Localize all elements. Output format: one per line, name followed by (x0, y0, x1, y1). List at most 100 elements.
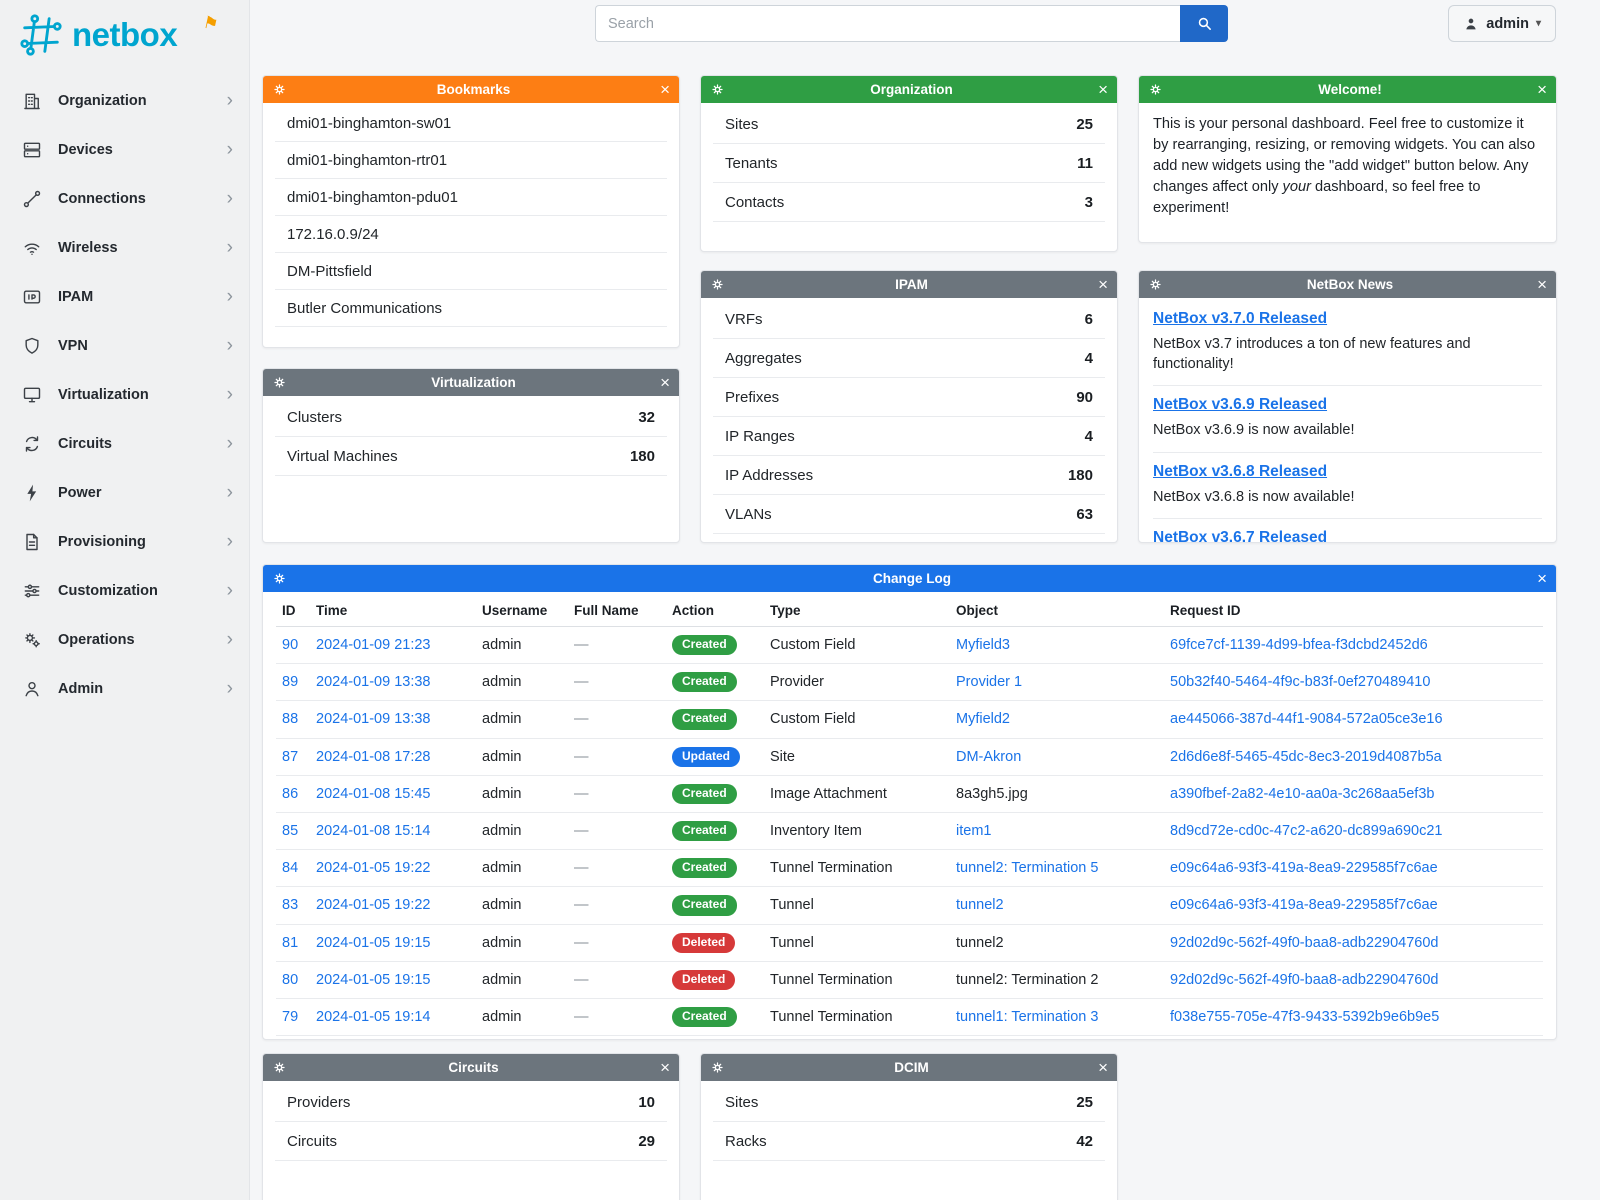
changelog-request-link[interactable]: 92d02d9c-562f-49f0-baa8-adb22904760d (1170, 971, 1439, 988)
sidebar-item-vpn[interactable]: VPN › (0, 321, 249, 370)
changelog-object-link[interactable]: tunnel2: Termination 5 (956, 860, 1099, 877)
bookmark-item[interactable]: Butler Communications (275, 290, 667, 327)
sidebar-item-circuits[interactable]: Circuits › (0, 419, 249, 468)
changelog-request-link[interactable]: 69fce7cf-1139-4d99-bfea-f3dcbd2452d6 (1170, 637, 1428, 654)
close-icon[interactable]: × (1098, 1058, 1108, 1077)
changelog-time-link[interactable]: 2024-01-05 19:15 (316, 971, 431, 988)
changelog-time-link[interactable]: 2024-01-05 19:22 (316, 897, 431, 914)
changelog-id-cell[interactable]: 86 (276, 775, 310, 813)
changelog-object-cell[interactable]: Myfield3 (950, 626, 1164, 665)
sidebar-item-ipam[interactable]: IPAM › (0, 272, 249, 321)
changelog-object-cell[interactable]: tunnel2 (950, 886, 1164, 925)
gear-icon[interactable] (1148, 82, 1163, 97)
changelog-request-cell[interactable]: 92d02d9c-562f-49f0-baa8-adb22904760d (1164, 924, 1543, 962)
close-icon[interactable]: × (1098, 275, 1108, 294)
changelog-object-cell[interactable]: tunnel1: Termination 3 (950, 998, 1164, 1037)
changelog-id-link[interactable]: 86 (282, 785, 299, 802)
changelog-time-cell[interactable]: 2024-01-08 15:14 (310, 812, 476, 851)
close-icon[interactable]: × (660, 1058, 670, 1077)
changelog-request-cell[interactable]: 2d6d6e8f-5465-45dc-8ec3-2019d4087b5a (1164, 738, 1543, 776)
changelog-object-link[interactable]: Myfield2 (956, 711, 1010, 728)
changelog-time-cell[interactable]: 2024-01-08 17:28 (310, 738, 476, 776)
changelog-time-cell[interactable]: 2024-01-05 19:15 (310, 961, 476, 999)
changelog-time-link[interactable]: 2024-01-09 21:23 (316, 637, 431, 654)
bookmark-item[interactable]: dmi01-binghamton-sw01 (275, 105, 667, 142)
changelog-id-cell[interactable]: 79 (276, 998, 310, 1037)
changelog-time-link[interactable]: 2024-01-08 15:45 (316, 785, 431, 802)
sidebar-item-customization[interactable]: Customization › (0, 566, 249, 615)
changelog-object-cell[interactable]: Myfield2 (950, 700, 1164, 739)
changelog-request-cell[interactable]: e09c64a6-93f3-419a-8ea9-229585f7c6ae (1164, 849, 1543, 888)
changelog-time-link[interactable]: 2024-01-09 13:38 (316, 711, 431, 728)
changelog-time-link[interactable]: 2024-01-05 19:14 (316, 1008, 431, 1025)
close-icon[interactable]: × (1537, 80, 1547, 99)
gear-icon[interactable] (272, 571, 287, 586)
changelog-id-cell[interactable]: 81 (276, 924, 310, 962)
close-icon[interactable]: × (1098, 80, 1108, 99)
changelog-object-link[interactable]: tunnel2 (956, 897, 1004, 914)
changelog-id-link[interactable]: 83 (282, 897, 299, 914)
changelog-object-link[interactable]: tunnel1: Termination 3 (956, 1008, 1099, 1025)
sidebar-item-virtualization[interactable]: Virtualization › (0, 370, 249, 419)
changelog-time-link[interactable]: 2024-01-09 13:38 (316, 674, 431, 691)
changelog-time-cell[interactable]: 2024-01-05 19:15 (310, 924, 476, 962)
changelog-id-link[interactable]: 85 (282, 823, 299, 840)
news-headline-link[interactable]: NetBox v3.6.7 Released (1153, 529, 1328, 542)
bookmark-item[interactable]: dmi01-binghamton-rtr01 (275, 142, 667, 179)
changelog-time-link[interactable]: 2024-01-05 19:15 (316, 934, 431, 951)
changelog-id-link[interactable]: 81 (282, 934, 299, 951)
changelog-request-cell[interactable]: 69fce7cf-1139-4d99-bfea-f3dcbd2452d6 (1164, 626, 1543, 665)
bookmark-item[interactable]: DM-Pittsfield (275, 253, 667, 290)
sidebar-item-connections[interactable]: Connections › (0, 174, 249, 223)
sidebar-item-power[interactable]: Power › (0, 468, 249, 517)
changelog-time-cell[interactable]: 2024-01-09 13:38 (310, 663, 476, 702)
changelog-id-link[interactable]: 84 (282, 860, 299, 877)
sidebar-item-provisioning[interactable]: Provisioning › (0, 517, 249, 566)
changelog-request-link[interactable]: 8d9cd72e-cd0c-47c2-a620-dc899a690c21 (1170, 823, 1443, 840)
changelog-request-link[interactable]: f038e755-705e-47f3-9433-5392b9e6b9e5 (1170, 1008, 1440, 1025)
changelog-request-cell[interactable]: f038e755-705e-47f3-9433-5392b9e6b9e5 (1164, 998, 1543, 1037)
changelog-id-cell[interactable]: 88 (276, 700, 310, 739)
changelog-id-cell[interactable]: 83 (276, 886, 310, 925)
sidebar-item-wireless[interactable]: Wireless › (0, 223, 249, 272)
sidebar-item-admin[interactable]: Admin › (0, 664, 249, 713)
changelog-time-cell[interactable]: 2024-01-08 15:45 (310, 775, 476, 813)
changelog-id-link[interactable]: 80 (282, 971, 299, 988)
changelog-object-cell[interactable]: Provider 1 (950, 663, 1164, 702)
user-menu-button[interactable]: admin ▾ (1448, 5, 1556, 42)
changelog-id-link[interactable]: 87 (282, 748, 299, 765)
changelog-request-cell[interactable]: 92d02d9c-562f-49f0-baa8-adb22904760d (1164, 961, 1543, 999)
changelog-request-cell[interactable]: e09c64a6-93f3-419a-8ea9-229585f7c6ae (1164, 886, 1543, 925)
changelog-request-cell[interactable]: a390fbef-2a82-4e10-aa0a-3c268aa5ef3b (1164, 775, 1543, 813)
changelog-id-cell[interactable]: 80 (276, 961, 310, 999)
changelog-object-link[interactable]: Myfield3 (956, 637, 1010, 654)
changelog-id-cell[interactable]: 89 (276, 663, 310, 702)
search-input[interactable] (595, 5, 1180, 42)
close-icon[interactable]: × (1537, 569, 1547, 588)
changelog-time-link[interactable]: 2024-01-08 17:28 (316, 748, 431, 765)
changelog-request-link[interactable]: e09c64a6-93f3-419a-8ea9-229585f7c6ae (1170, 860, 1438, 877)
changelog-id-cell[interactable]: 87 (276, 738, 310, 776)
gear-icon[interactable] (1148, 277, 1163, 292)
changelog-object-cell[interactable]: DM-Akron (950, 738, 1164, 776)
changelog-request-link[interactable]: 2d6d6e8f-5465-45dc-8ec3-2019d4087b5a (1170, 748, 1442, 765)
changelog-request-cell[interactable]: 50b32f40-5464-4f9c-b83f-0ef270489410 (1164, 663, 1543, 702)
news-headline-link[interactable]: NetBox v3.6.8 Released (1153, 462, 1328, 480)
changelog-request-link[interactable]: a390fbef-2a82-4e10-aa0a-3c268aa5ef3b (1170, 785, 1435, 802)
changelog-object-link[interactable]: Provider 1 (956, 674, 1023, 691)
gear-icon[interactable] (710, 82, 725, 97)
changelog-request-link[interactable]: ae445066-387d-44f1-9084-572a05ce3e16 (1170, 711, 1443, 728)
changelog-id-cell[interactable]: 85 (276, 812, 310, 851)
changelog-time-cell[interactable]: 2024-01-09 13:38 (310, 700, 476, 739)
close-icon[interactable]: × (660, 373, 670, 392)
changelog-time-cell[interactable]: 2024-01-05 19:14 (310, 998, 476, 1037)
bookmark-item[interactable]: dmi01-binghamton-pdu01 (275, 179, 667, 216)
changelog-time-link[interactable]: 2024-01-05 19:22 (316, 860, 431, 877)
changelog-request-link[interactable]: 50b32f40-5464-4f9c-b83f-0ef270489410 (1170, 674, 1431, 691)
changelog-request-link[interactable]: e09c64a6-93f3-419a-8ea9-229585f7c6ae (1170, 897, 1438, 914)
sidebar-item-operations[interactable]: Operations › (0, 615, 249, 664)
sidebar-item-organization[interactable]: Organization › (0, 76, 249, 125)
news-headline-link[interactable]: NetBox v3.7.0 Released (1153, 310, 1328, 327)
changelog-id-link[interactable]: 90 (282, 637, 299, 654)
changelog-id-cell[interactable]: 90 (276, 626, 310, 665)
